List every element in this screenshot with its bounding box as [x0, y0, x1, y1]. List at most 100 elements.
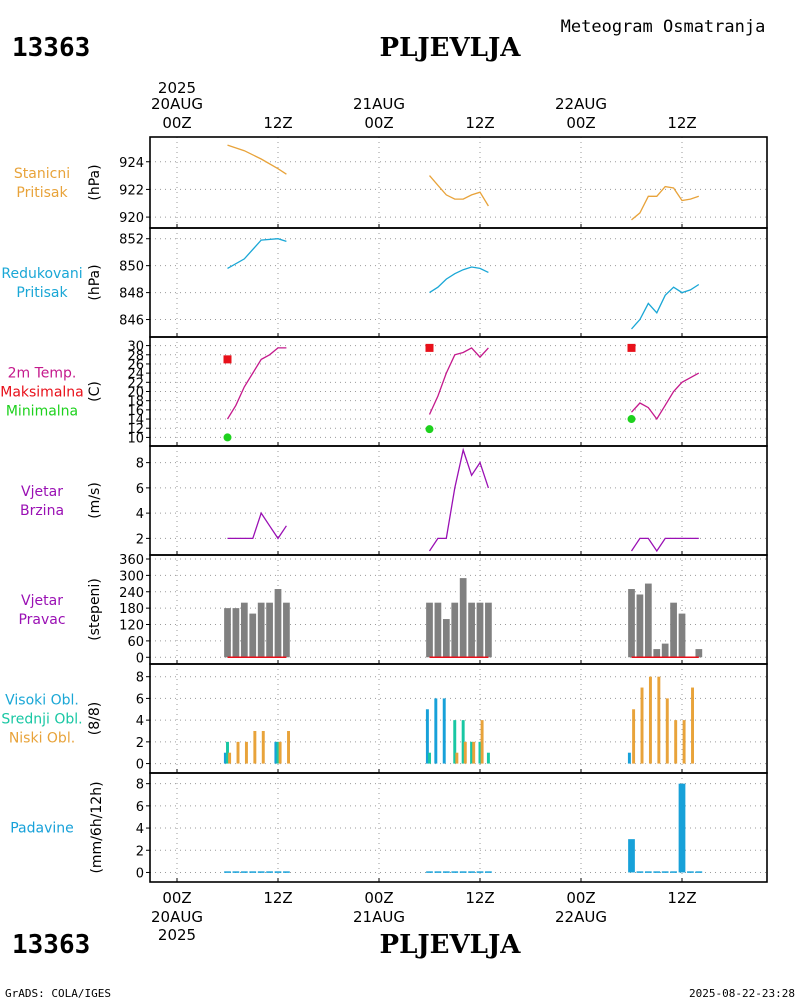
reduced-pressure-series-0-segment-0: [227, 238, 287, 269]
clouds-bar-1-6: [276, 741, 280, 764]
precipitation-bar-0-4: [257, 871, 265, 873]
wind-direction-ylabel: (stepeni): [87, 578, 103, 641]
precipitation-bar-0-18: [644, 871, 652, 873]
precipitation-ytick-label-0: 0: [136, 866, 144, 881]
clouds-bar-1-14: [478, 741, 482, 764]
clouds-bar-2-2: [244, 741, 248, 764]
clouds-ytick-label-0: 0: [136, 758, 144, 773]
temperature-ytick-label-4: 18: [127, 395, 144, 410]
clouds-bar-2-1: [236, 741, 240, 764]
wind-direction-ytick-label-6: 360: [119, 553, 144, 568]
wind-speed-title-1: Brzina: [20, 503, 64, 519]
clouds-bar-2-4: [261, 730, 265, 764]
station-id-top: 13363: [12, 33, 90, 63]
temperature-max-marker-0: [223, 355, 232, 364]
wind-speed-ylabel: (m/s): [87, 482, 103, 519]
wind-direction-bar-0-1: [232, 608, 240, 658]
temperature-max-marker-2: [627, 343, 636, 352]
precipitation-ytick-label-4: 8: [136, 778, 144, 793]
hour-label-top-5: 00Z: [566, 114, 595, 132]
wind-direction-ytick-label-5: 300: [119, 569, 144, 584]
precipitation-bar-0-10: [442, 871, 450, 873]
precipitation-ytick-label-1: 2: [136, 844, 144, 859]
station-pressure-ytick-label-1: 922: [119, 183, 144, 198]
wind-direction-bar-0-16: [628, 589, 635, 658]
wind-direction-bar-0-22: [678, 613, 686, 658]
wind-direction-bar-0-19: [653, 649, 661, 658]
station-id-bottom: 13363: [12, 930, 90, 960]
station-pressure-series-0-segment-2: [631, 185, 700, 221]
wind-direction-bar-0-9: [434, 602, 442, 658]
precipitation-bar-0-19: [653, 871, 661, 873]
wind-direction-ytick-label-3: 180: [119, 602, 144, 617]
precipitation-bar-0-24: [695, 871, 703, 873]
precipitation-bar-0-21: [670, 871, 677, 873]
reduced-pressure-ytick-label-2: 850: [119, 260, 144, 275]
wind-direction-bar-0-2: [240, 602, 248, 658]
year-label-top: 2025: [158, 79, 196, 97]
precipitation-ytick-label-2: 4: [136, 822, 144, 837]
temperature-ytick-label-10: 30: [127, 340, 144, 355]
station-pressure-ylabel: (hPa): [87, 164, 103, 200]
wind-direction-bar-0-7: [283, 602, 290, 658]
station-pressure-series-0-segment-1: [429, 175, 489, 207]
clouds-bar-2-11: [455, 752, 459, 764]
day-label-top-2: 21AUG: [353, 95, 405, 113]
day-label-top-1: 20AUG: [151, 95, 203, 113]
clouds-bar-2-0: [228, 752, 232, 764]
precipitation-bar-0-6: [274, 871, 282, 873]
wind-direction-bar-0-18: [644, 583, 652, 658]
temperature-ytick-label-0: 10: [127, 431, 144, 446]
temperature-ytick-label-5: 20: [127, 386, 144, 401]
hour-label-bottom-6: 12Z: [667, 889, 696, 907]
temperature-title-0: 2m Temp.: [8, 366, 77, 382]
temperature-ytick-label-2: 14: [127, 413, 144, 428]
clouds-ylabel: (8/8): [87, 702, 103, 735]
station-pressure-title-1: Pritisak: [16, 185, 68, 201]
precipitation-ytick-label-3: 6: [136, 800, 144, 815]
clouds-bar-0-8: [425, 709, 429, 764]
wind-direction-bar-0-5: [266, 602, 273, 658]
precipitation-bar-0-23: [687, 871, 694, 873]
reduced-pressure-title-0: Redukovani: [1, 266, 82, 282]
wind-direction-bar-0-12: [459, 578, 467, 658]
wind-direction-ytick-label-4: 240: [119, 586, 144, 601]
precipitation-bar-0-17: [636, 871, 644, 873]
footer-credit: GrADS: COLA/IGES: [5, 987, 111, 1000]
clouds-ytick-label-4: 8: [136, 671, 144, 686]
clouds-bar-0-0: [223, 752, 227, 764]
reduced-pressure-ytick-label-1: 848: [119, 287, 144, 302]
footer-timestamp: 2025-08-22-23:28: [689, 987, 795, 1000]
wind-speed-ytick-label-1: 4: [136, 507, 144, 522]
clouds-bar-0-10: [442, 698, 446, 764]
precipitation-bar-0-5: [266, 871, 273, 873]
wind-direction-ytick-label-0: 0: [136, 651, 144, 666]
precipitation-bar-0-22: [678, 783, 686, 873]
wind-direction-bar-0-17: [636, 594, 644, 658]
clouds-bar-2-12: [463, 741, 467, 764]
wind-direction-bar-0-13: [468, 602, 475, 658]
wind-speed-ytick-label-0: 2: [136, 532, 144, 547]
clouds-bar-2-14: [480, 720, 484, 764]
temperature-min-marker-0: [223, 433, 232, 442]
wind-direction-bar-0-3: [249, 613, 257, 658]
wind-direction-title-1: Pravac: [18, 612, 65, 628]
temperature-series-0-segment-1: [428, 347, 489, 415]
precipitation-title-0: Padavine: [10, 821, 74, 837]
clouds-bar-1-8: [428, 752, 431, 764]
hour-label-bottom-5: 00Z: [566, 889, 595, 907]
clouds-bar-2-19: [657, 676, 661, 764]
panels-group: 920922924(hPa)StanicniPritisak8468488508…: [0, 136, 768, 883]
day-label-bottom-3: 22AUG: [555, 908, 607, 926]
reduced-pressure-series-0-segment-2: [631, 283, 700, 330]
precipitation-bar-0-2: [240, 871, 248, 873]
clouds-bar-2-6: [278, 741, 282, 764]
clouds-bar-2-21: [674, 720, 678, 764]
temperature-title-1: Maksimalna: [0, 385, 84, 401]
hour-label-bottom-2: 12Z: [263, 889, 292, 907]
day-label-top-3: 22AUG: [555, 95, 607, 113]
temperature-ytick-label-9: 28: [127, 349, 144, 364]
clouds-bar-2-18: [648, 676, 652, 764]
wind-direction-bar-0-6: [274, 589, 282, 658]
